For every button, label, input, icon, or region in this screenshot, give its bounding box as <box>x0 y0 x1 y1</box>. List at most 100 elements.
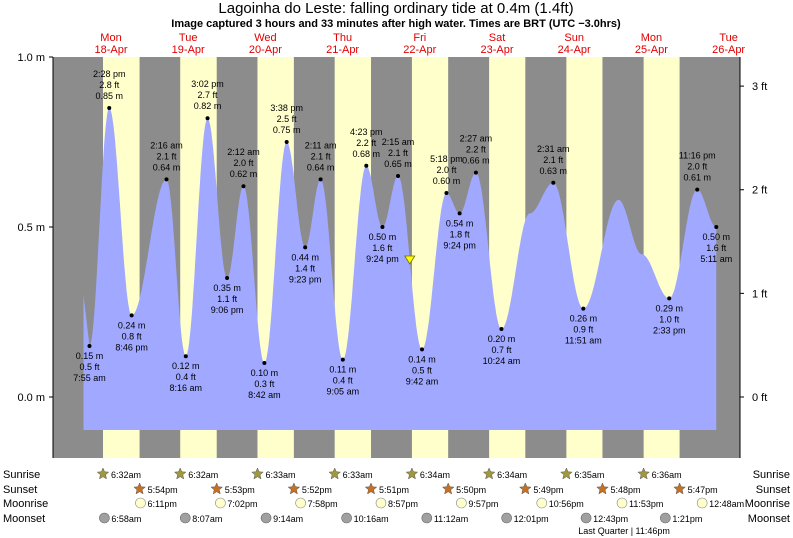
moonset-icon <box>341 512 352 524</box>
tide-point <box>473 170 478 175</box>
tide-point <box>551 180 556 185</box>
tide-time-label: 8:16 am <box>170 383 203 393</box>
tide-ft-label: 0.5 ft <box>412 365 433 375</box>
moonset-time: 6:58am <box>111 514 141 524</box>
day-name-label: Tue <box>179 32 198 44</box>
tide-point <box>318 177 323 182</box>
sunrise-time: 6:32am <box>188 470 218 480</box>
low-tide-mark: 0.35 m1.1 ft9:06 pm <box>211 276 243 315</box>
tide-m-label: 0.44 m <box>291 252 319 262</box>
sunset-icon <box>133 482 146 495</box>
low-tide-mark: 0.50 m1.6 ft9:24 pm <box>366 225 399 264</box>
y-left-tick-label: 0.5 m <box>17 222 45 234</box>
tide-m-label: 0.66 m <box>462 156 490 166</box>
moonset-icon <box>421 512 433 524</box>
sunset-time: 5:50pm <box>456 485 486 495</box>
tide-m-label: 0.26 m <box>570 314 598 324</box>
tide-point <box>380 225 385 229</box>
sunset-icon <box>673 482 686 495</box>
tide-ft-label: 2.1 ft <box>311 151 332 161</box>
y-right-tick-label: 2 ft <box>752 185 767 197</box>
sunrise-row-label: Sunrise <box>3 469 40 481</box>
tide-m-label: 0.54 m <box>446 218 474 228</box>
tide-event-marks: 0.15 m0.5 ft7:55 am2:28 pm2.8 ft0.85 m0.… <box>73 69 732 400</box>
sunrise-icon <box>96 467 110 480</box>
moonset-time: 12:01pm <box>514 514 549 524</box>
sunrise-icon <box>251 467 264 480</box>
tide-ft-label: 2.5 ft <box>277 114 298 124</box>
moonrise-row-label: Moonrise <box>3 498 48 510</box>
tide-point <box>284 140 289 144</box>
moonset-row-label-right: Moonset <box>748 513 790 525</box>
tide-time-label: 2:28 pm <box>93 69 126 79</box>
tide-ft-label: 0.8 ft <box>122 331 143 341</box>
tide-point <box>396 174 401 178</box>
tide-m-label: 0.20 m <box>488 334 516 344</box>
tide-ft-label: 2.1 ft <box>156 151 177 161</box>
tide-m-label: 0.68 m <box>353 149 381 159</box>
tide-m-label: 0.62 m <box>230 169 258 179</box>
tide-time-label: 7:55 am <box>73 373 106 383</box>
sunset-row-label: Sunset <box>3 484 37 496</box>
sunset-time: 5:49pm <box>533 485 563 495</box>
tide-m-label: 0.65 m <box>384 159 412 169</box>
tide-point <box>444 191 449 195</box>
moon-phase-label: Last Quarter | 11:46pm <box>578 526 670 536</box>
sunrise-row-label-right: Sunrise <box>753 469 790 481</box>
tide-point <box>667 296 672 301</box>
tide-ft-label: 0.5 ft <box>79 362 100 372</box>
tide-time-label: 9:24 pm <box>443 240 476 250</box>
tide-m-label: 0.29 m <box>655 303 683 313</box>
tide-area <box>83 108 717 430</box>
tide-ft-label: 2.1 ft <box>543 155 564 165</box>
tide-point <box>364 163 369 168</box>
sunset-icon <box>441 482 455 495</box>
low-tide-mark: 0.44 m1.4 ft9:23 pm <box>289 245 322 284</box>
tide-point <box>183 354 188 359</box>
low-tide-mark: 0.29 m1.0 ft2:33 pm <box>653 296 685 335</box>
moonrise-time: 6:11pm <box>147 499 176 509</box>
tide-time-label: 3:02 pm <box>191 79 224 89</box>
moonset-icon <box>180 512 191 524</box>
day-name-label: Mon <box>100 32 121 44</box>
tide-m-label: 0.85 m <box>95 91 123 101</box>
sunrise-time: 6:32am <box>111 470 141 480</box>
sunset-time: 5:53pm <box>225 485 255 495</box>
sunset-icon <box>210 482 224 495</box>
high-tide-mark: 4:23 pm2.2 ft0.68 m <box>350 127 383 168</box>
day-name-label: Sat <box>489 32 506 44</box>
sunset-time: 5:47pm <box>688 485 718 495</box>
sunset-time: 5:54pm <box>148 485 178 495</box>
moonrise-icon <box>696 497 708 509</box>
sunrise-icon <box>637 467 650 480</box>
tide-ft-label: 1.6 ft <box>372 243 393 253</box>
moonrise-time: 10:56pm <box>549 499 584 509</box>
sunset-time: 5:51pm <box>379 485 409 495</box>
tide-point <box>581 306 586 311</box>
tide-m-label: 0.64 m <box>307 162 335 172</box>
moonrise-icon <box>536 497 548 509</box>
tide-time-label: 9:23 pm <box>289 274 322 284</box>
tide-m-label: 0.35 m <box>213 283 241 293</box>
day-date-label: 25-Apr <box>635 44 668 56</box>
high-tide-mark: 2:27 am2.2 ft0.66 m <box>460 134 492 175</box>
tide-ft-label: 2.0 ft <box>687 162 708 172</box>
tide-ft-label: 2.0 ft <box>436 165 457 175</box>
tide-point <box>695 187 700 192</box>
astro-table: Sunrise Sunrise Sunset Sunset Moonrise Moonri… <box>3 467 790 536</box>
high-tide-mark: 2:16 am2.1 ft0.64 m <box>150 140 183 182</box>
tide-ft-label: 2.2 ft <box>356 138 377 148</box>
low-tide-mark: 0.54 m1.8 ft9:24 pm <box>443 211 476 250</box>
sunset-icon <box>596 482 609 495</box>
moonset-time: 1:21pm <box>672 514 702 524</box>
day-date-label: 19-Apr <box>172 44 205 56</box>
sunrise-icon <box>560 467 573 480</box>
tide-m-label: 0.50 m <box>369 232 397 242</box>
moonset-row-label: Moonset <box>3 513 45 525</box>
tide-point <box>714 225 719 229</box>
tide-m-label: 0.24 m <box>118 320 146 330</box>
high-tide-mark: 11:16 pm2.0 ft0.61 m <box>679 151 716 192</box>
